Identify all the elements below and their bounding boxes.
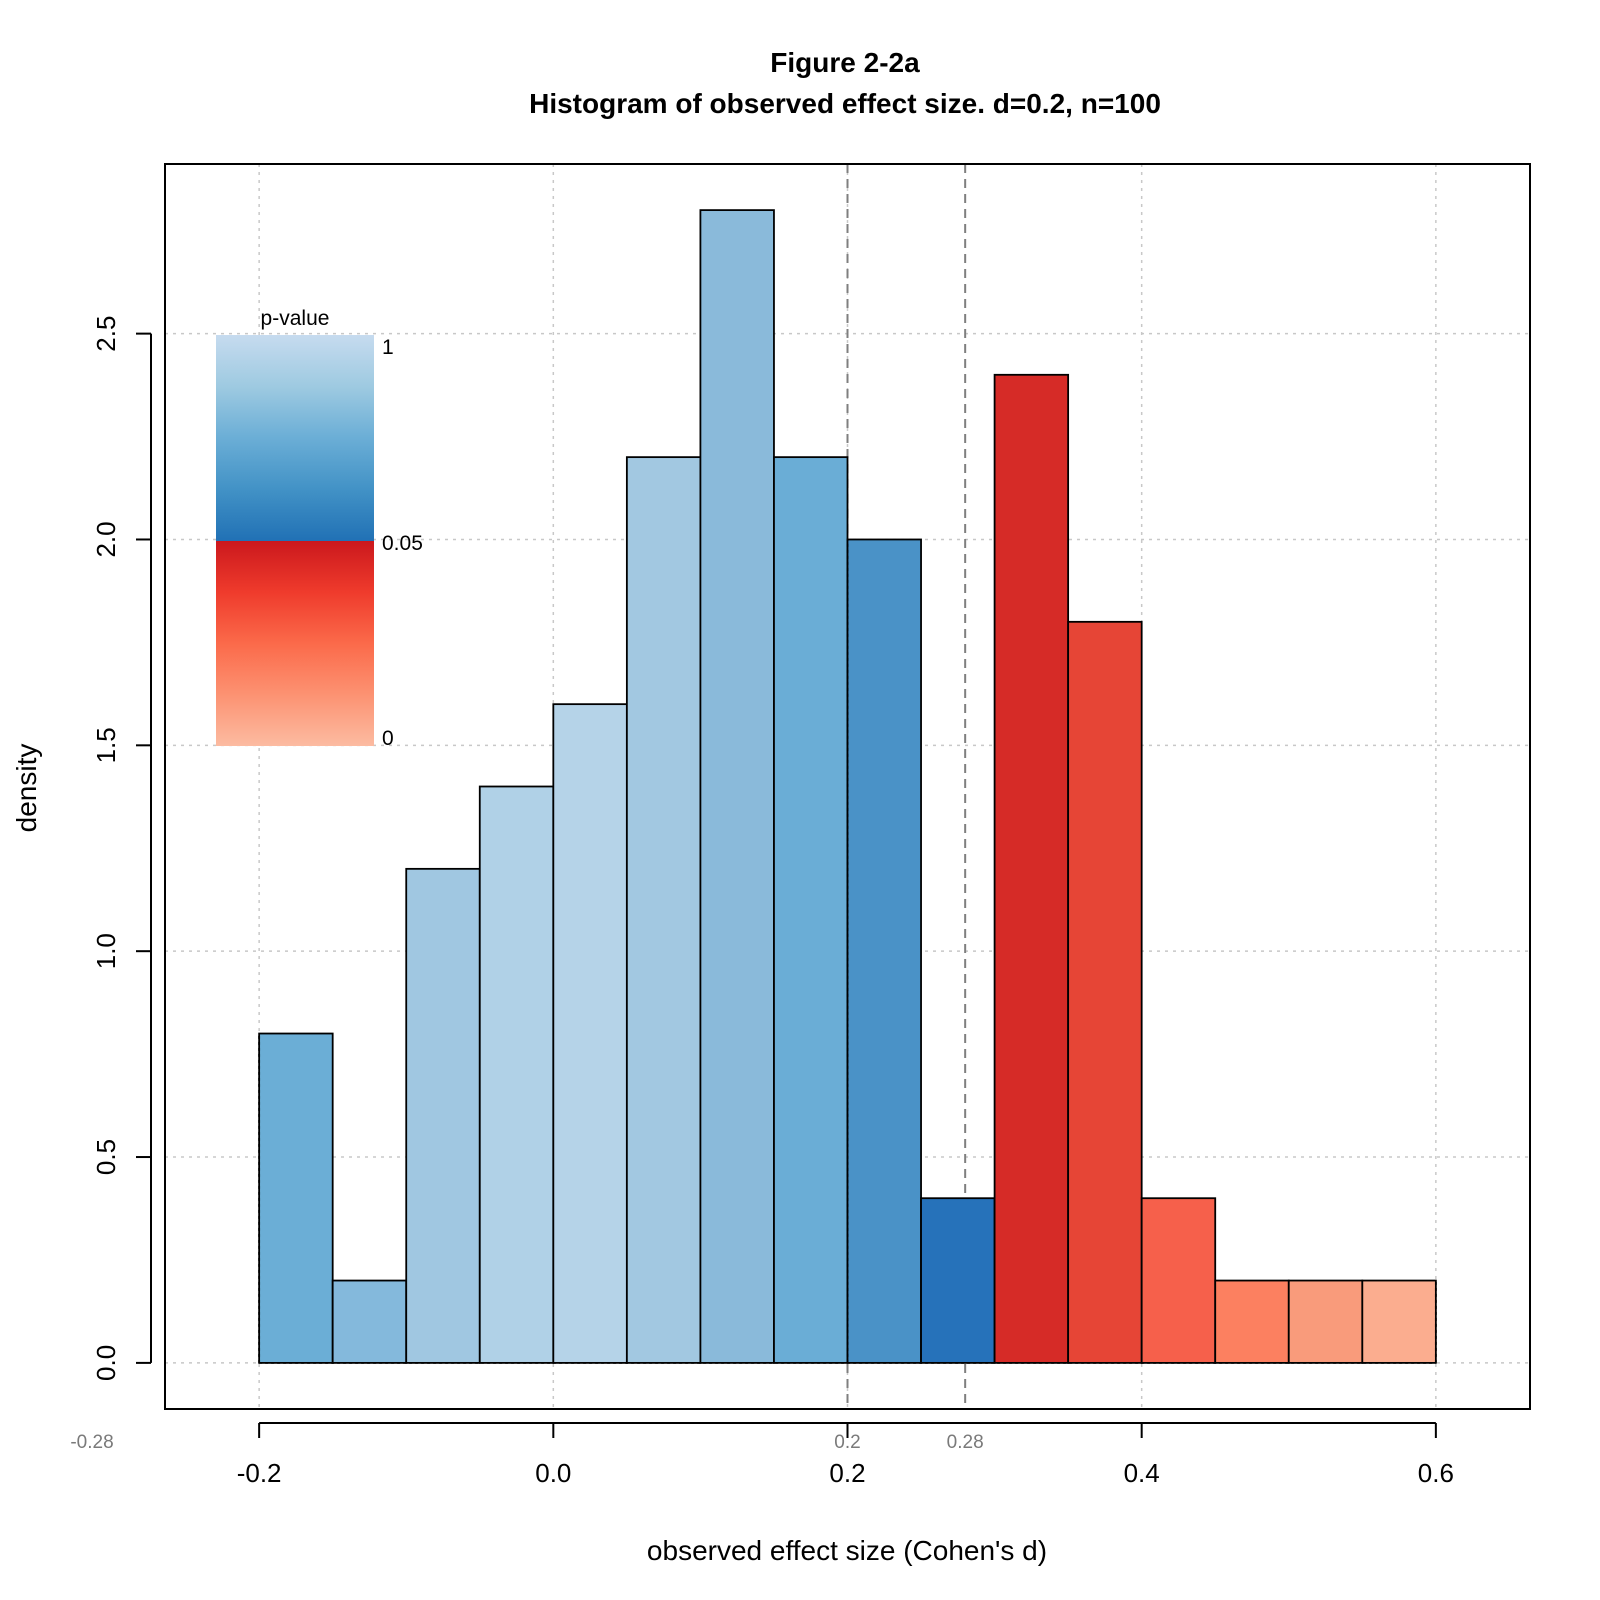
reference-line-label: 0.2 [834, 1432, 860, 1453]
legend-blue-gradient [216, 335, 374, 541]
legend-title: p-value [261, 307, 330, 330]
legend-label-0: 0 [382, 727, 394, 750]
histogram-outline [258, 539, 1437, 1364]
y-tick-label: 2.0 [91, 521, 121, 557]
histogram-bar [625, 456, 702, 1364]
y-tick-label: 1.5 [91, 727, 121, 763]
x-tick-label: -0.2 [237, 1458, 282, 1488]
legend-label-005: 0.05 [382, 532, 423, 555]
histogram-bar [699, 209, 775, 1364]
x-axis: -0.2 0.0 0.2 0.4 0.6 0.2 0.28 -0.28 [70, 1422, 1454, 1488]
x-tick-label: 0.2 [829, 1458, 865, 1488]
x-tick-label: 0.6 [1418, 1458, 1454, 1488]
y-axis-label: density [11, 744, 42, 833]
histogram-bar [773, 456, 849, 1364]
histogram-bar [258, 1032, 334, 1364]
y-axis: 0.0 0.5 1.0 1.5 2.0 2.5 [91, 316, 152, 1381]
histogram-bar [1287, 1279, 1364, 1364]
y-tick-label: 1.0 [91, 933, 121, 969]
reference-line-label: 0.28 [947, 1432, 984, 1453]
histogram-bar [1214, 1279, 1290, 1364]
x-axis-label: observed effect size (Cohen's d) [647, 1535, 1047, 1566]
x-tick-label: 0.0 [535, 1458, 571, 1488]
histogram-bars [258, 209, 1437, 1364]
y-tick-label: 2.5 [91, 316, 121, 352]
chart-title: Figure 2-2a [770, 47, 920, 78]
legend-label-1: 1 [382, 336, 394, 359]
p-value-legend: p-value 1 0.05 0 [216, 307, 423, 750]
histogram-bar [331, 1279, 408, 1364]
histogram-bar [920, 1197, 996, 1364]
histogram-bar [552, 703, 628, 1364]
legend-red-gradient [216, 541, 374, 746]
y-tick-label: 0.5 [91, 1139, 121, 1175]
histogram-bar [1140, 1197, 1217, 1364]
chart-subtitle: Histogram of observed effect size. d=0.2… [529, 88, 1161, 119]
histogram-bar [478, 785, 555, 1364]
y-tick-label: 0.0 [91, 1345, 121, 1381]
histogram-bar [846, 538, 922, 1364]
histogram-bar [1361, 1279, 1437, 1364]
plot-frame [164, 163, 1531, 1410]
histogram-bar [1067, 620, 1143, 1364]
x-tick-label: 0.4 [1124, 1458, 1160, 1488]
edge-annotation-label: -0.28 [70, 1432, 113, 1453]
histogram-bar [405, 867, 481, 1364]
histogram-bar [993, 373, 1070, 1364]
